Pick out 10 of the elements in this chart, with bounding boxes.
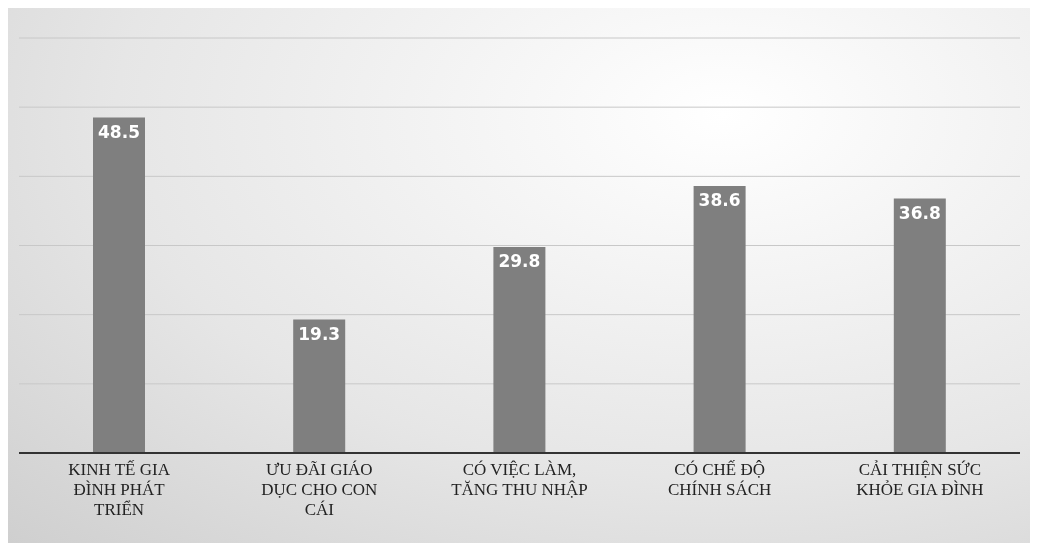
data-label: 38.6 — [698, 190, 741, 211]
x-tick-label: CÓ CHẾ ĐỘ CHÍNH SÁCH — [667, 460, 772, 499]
data-label: 29.8 — [498, 250, 541, 271]
x-tick-label: CẢI THIỆN SỨC KHỎE GIA ĐÌNH — [856, 460, 984, 499]
x-tick-label: KINH TẾ GIA ĐÌNH PHÁT TRIỂN — [68, 460, 171, 519]
data-label: 19.3 — [298, 323, 341, 344]
x-tick-label: ƯU ĐÃI GIÁO DỤC CHO CON CÁI — [261, 460, 378, 519]
data-label: 48.5 — [98, 121, 140, 142]
x-tick-label: CÓ VIỆC LÀM, TĂNG THU NHẬP — [451, 460, 588, 499]
data-label: 36.8 — [898, 202, 941, 223]
